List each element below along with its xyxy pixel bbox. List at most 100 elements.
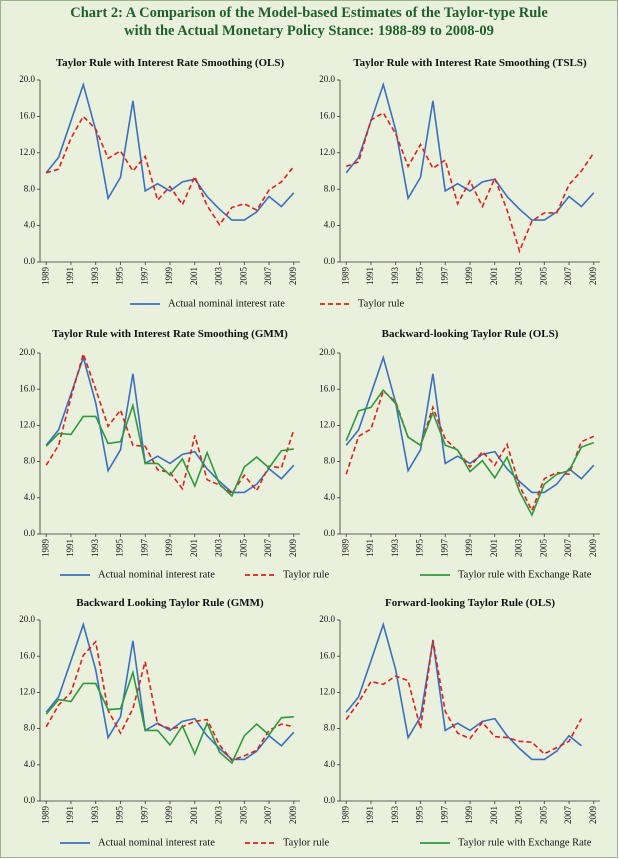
x-tick-label: 2005 [538, 267, 548, 286]
x-tick-label: 1997 [439, 539, 449, 558]
legend-label: Taylor rule with Exchange Rate [458, 569, 592, 580]
x-tick-label: 1991 [65, 267, 75, 285]
x-tick-label: 2007 [263, 267, 273, 286]
x-tick-label: 2001 [489, 806, 499, 824]
y-tick-label: 0.0 [24, 795, 36, 805]
x-tick-label: 1995 [415, 806, 425, 825]
x-tick-label: 1991 [365, 806, 375, 824]
x-tick-label: 1991 [365, 539, 375, 557]
x-tick-label: 1995 [115, 267, 125, 286]
x-tick-label: 1993 [390, 539, 400, 558]
x-tick-label: 2009 [588, 539, 598, 558]
x-tick-label: 2003 [214, 267, 224, 286]
y-tick-label: 16.0 [319, 110, 335, 120]
y-tick-label: 16.0 [319, 383, 335, 393]
y-tick-label: 0.0 [324, 795, 336, 805]
legend-label: Actual nominal interest rate [168, 298, 285, 309]
y-tick-label: 4.0 [324, 759, 336, 769]
y-tick-label: 20.0 [19, 614, 35, 624]
x-tick-label: 1997 [139, 539, 149, 558]
y-tick-label: 4.0 [324, 492, 336, 502]
y-tick-label: 16.0 [19, 383, 35, 393]
series-line [345, 111, 595, 254]
figure-title: Chart 2: A Comparison of the Model-based… [70, 5, 548, 21]
x-tick-label: 2009 [288, 539, 298, 558]
x-tick-label: 1999 [164, 267, 174, 286]
x-tick-label: 1997 [139, 806, 149, 825]
chart-title: Backward-looking Taylor Rule (OLS) [382, 328, 559, 340]
x-tick-label: 1993 [390, 806, 400, 825]
x-tick-label: 2001 [189, 267, 199, 285]
x-tick-label: 1999 [464, 539, 474, 558]
x-tick-label: 2005 [538, 806, 548, 825]
series-line [345, 81, 595, 221]
x-tick-label: 2009 [288, 267, 298, 286]
series-line [345, 639, 583, 755]
x-tick-label: 2003 [214, 806, 224, 825]
x-tick-label: 2007 [263, 539, 273, 558]
x-tick-label: 2005 [538, 539, 548, 558]
x-tick-label: 2001 [189, 539, 199, 557]
x-tick-label: 2003 [514, 806, 524, 825]
chart-title: Forward-looking Taylor Rule (OLS) [385, 597, 555, 609]
y-tick-label: 20.0 [319, 74, 335, 84]
x-tick-label: 1993 [90, 539, 100, 558]
x-tick-label: 1989 [40, 539, 50, 558]
y-tick-label: 20.0 [319, 347, 335, 357]
y-tick-label: 0.0 [24, 528, 36, 538]
legend-label: Actual nominal interest rate [98, 837, 215, 848]
y-tick-label: 8.0 [24, 723, 36, 733]
series-line [345, 388, 595, 517]
x-tick-label: 1993 [390, 267, 400, 286]
series-line [45, 115, 295, 227]
x-tick-label: 1991 [365, 267, 375, 285]
x-tick-label: 1995 [415, 267, 425, 286]
x-tick-label: 1997 [439, 806, 449, 825]
x-tick-label: 2009 [588, 267, 598, 286]
x-tick-label: 2003 [514, 267, 524, 286]
y-tick-label: 0.0 [324, 256, 336, 266]
x-tick-label: 1991 [65, 806, 75, 824]
series-line [45, 81, 295, 221]
y-tick-label: 12.0 [319, 686, 335, 696]
x-tick-label: 1995 [115, 539, 125, 558]
x-tick-label: 2007 [563, 267, 573, 286]
series-line [45, 354, 295, 494]
y-tick-label: 8.0 [24, 183, 36, 193]
series-line [45, 669, 294, 765]
x-tick-label: 1999 [464, 267, 474, 286]
legend-label: Taylor rule with Exchange Rate [458, 837, 592, 848]
legend-label: Actual nominal interest rate [98, 569, 215, 580]
y-tick-label: 12.0 [319, 147, 335, 157]
series-line [45, 402, 294, 498]
legend-label: Taylor rule [283, 569, 330, 580]
x-tick-label: 2003 [514, 539, 524, 558]
y-tick-label: 20.0 [19, 74, 35, 84]
series-line [345, 621, 582, 761]
y-tick-label: 20.0 [19, 347, 35, 357]
legend-label: Taylor rule [358, 298, 405, 309]
y-tick-label: 12.0 [19, 686, 35, 696]
chart-title: Taylor Rule with Interest Rate Smoothing… [353, 57, 587, 69]
y-tick-label: 0.0 [24, 256, 36, 266]
x-tick-label: 1999 [464, 806, 474, 825]
series-line [45, 639, 294, 762]
x-tick-label: 1989 [340, 539, 350, 558]
chart-title: Taylor Rule with Interest Rate Smoothing… [52, 328, 288, 340]
x-tick-label: 2001 [189, 806, 199, 824]
x-tick-label: 1999 [164, 539, 174, 558]
y-tick-label: 4.0 [24, 759, 36, 769]
x-tick-label: 1989 [40, 267, 50, 286]
x-tick-label: 1997 [139, 267, 149, 286]
y-tick-label: 20.0 [319, 614, 335, 624]
x-tick-label: 1993 [90, 806, 100, 825]
x-tick-label: 2009 [288, 806, 298, 825]
y-tick-label: 8.0 [24, 456, 36, 466]
series-line [45, 351, 295, 495]
x-tick-label: 1991 [65, 539, 75, 557]
x-tick-label: 1989 [340, 267, 350, 286]
x-tick-label: 2003 [214, 539, 224, 558]
y-tick-label: 0.0 [324, 528, 336, 538]
